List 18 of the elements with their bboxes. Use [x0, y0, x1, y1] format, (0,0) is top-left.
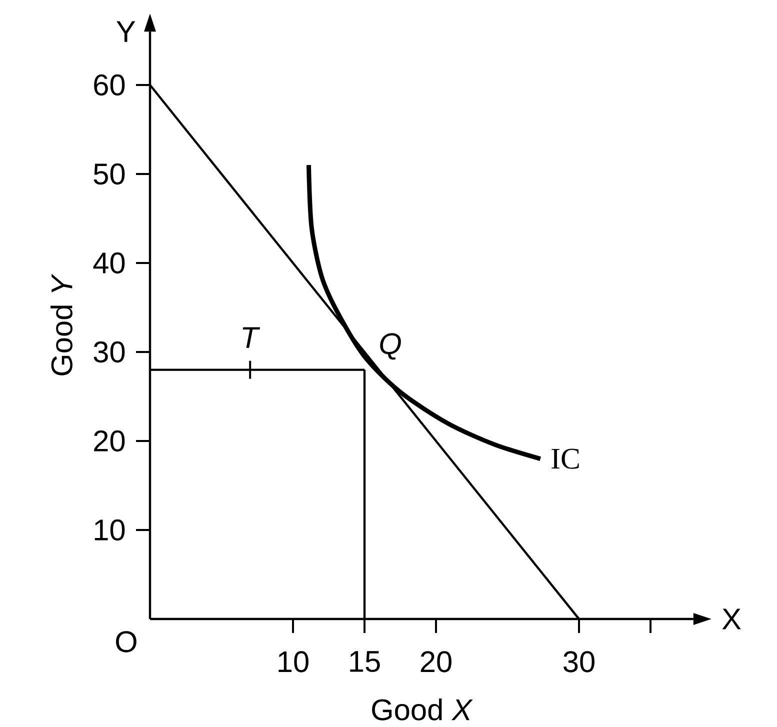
text: Y — [116, 21, 136, 42]
y-tick-label: 30 — [94, 341, 125, 363]
y-tick-label: 50 — [94, 163, 125, 185]
annotation: Q — [380, 333, 401, 360]
x-tick-label: 10 — [278, 651, 308, 672]
y-tick-label: 10 — [94, 519, 125, 541]
y-tick-label: 60 — [94, 74, 125, 96]
x-tick-label: 15 — [350, 651, 380, 672]
series-label: IC — [552, 448, 579, 469]
y-axis-title: Good Y — [50, 274, 72, 376]
text: X — [722, 608, 741, 630]
y-tick-label: 40 — [93, 252, 125, 274]
annotation: T — [242, 327, 260, 348]
y-tick-label: 20 — [94, 430, 125, 452]
x-tick-label: 30 — [564, 651, 594, 672]
x-axis-title: Good X — [372, 698, 473, 720]
text: O — [116, 631, 136, 652]
x-tick-label: 20 — [420, 651, 452, 672]
